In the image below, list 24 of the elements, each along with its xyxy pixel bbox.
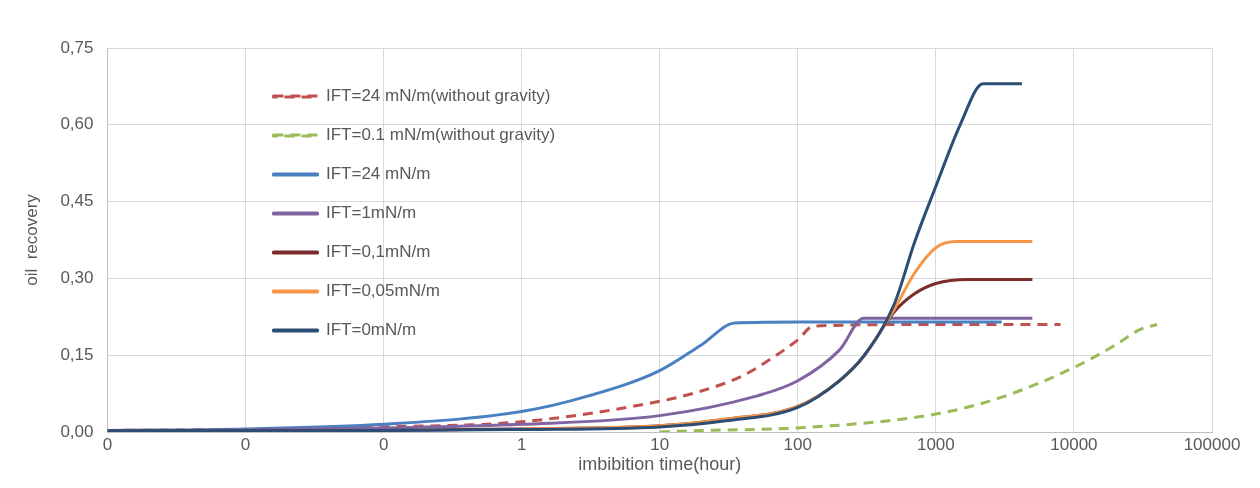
y-tick-label: 0,00 (60, 421, 94, 441)
x-tick-label: 0 (378, 434, 389, 454)
x-tick-label: 0 (240, 434, 251, 454)
x-tick-label: 0 (102, 434, 113, 454)
x-tick-label: 1 (516, 434, 527, 454)
y-tick-label: 0,75 (60, 37, 94, 57)
x-tick-label: 1000 (916, 434, 955, 454)
x-tick-label: 100 (783, 434, 812, 454)
x-tick-label: 100000 (1183, 434, 1241, 454)
legend-label: IFT=1mN/m (325, 203, 417, 223)
y-axis-title: oil recovery (21, 193, 41, 286)
legend-label: IFT=0,1mN/m (325, 242, 431, 262)
legend-label: IFT=24 mN/m (325, 164, 431, 184)
legend-label: IFT=0,05mN/m (325, 281, 440, 301)
y-tick-label: 0,45 (60, 191, 94, 211)
y-tick-label: 0,30 (60, 268, 94, 288)
legend-label: IFT=24 mN/m(without gravity) (325, 86, 551, 106)
x-tick-label: 10 (650, 434, 670, 454)
x-tick-label: 10000 (1050, 434, 1098, 454)
legend-label: IFT=0mN/m (325, 320, 417, 340)
y-tick-label: 0,15 (60, 344, 94, 364)
y-tick-label: 0,60 (60, 114, 94, 134)
x-axis-title: imbibition time(hour) (578, 454, 742, 475)
legend-label: IFT=0.1 mN/m(without gravity) (325, 125, 556, 145)
